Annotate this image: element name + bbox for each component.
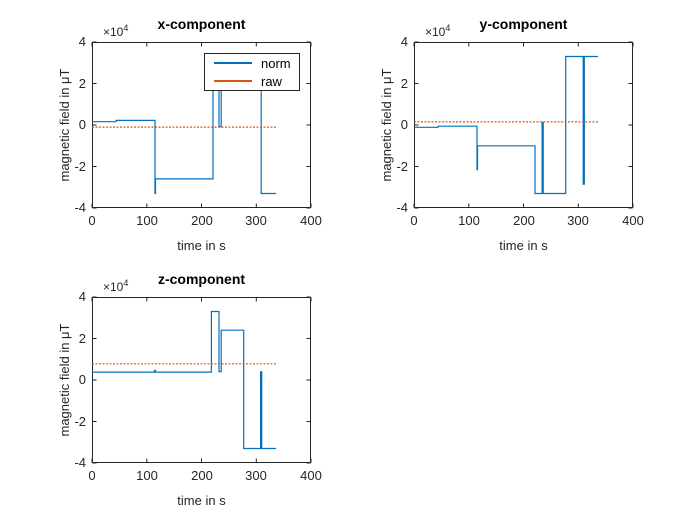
y-tick-label: -4 bbox=[396, 200, 408, 215]
y-tick-label: 2 bbox=[78, 331, 86, 346]
x-tick-label: 400 bbox=[300, 468, 322, 483]
y-tick-label: 0 bbox=[78, 117, 86, 132]
legend-entry-norm: norm bbox=[205, 54, 299, 72]
x-tick-label: 200 bbox=[191, 213, 213, 228]
x-tick-label: 100 bbox=[136, 213, 158, 228]
y-tick-label: -4 bbox=[74, 455, 86, 470]
exponent-base: ×10 bbox=[425, 25, 446, 39]
y-tick-label: 4 bbox=[78, 34, 86, 49]
legend-label-raw: raw bbox=[261, 73, 282, 89]
y-tick-label: 0 bbox=[78, 372, 86, 387]
x-tick-label: 300 bbox=[245, 468, 267, 483]
x-tick-label: 0 bbox=[88, 468, 96, 483]
x-axis-label: time in s bbox=[177, 238, 226, 253]
legend: norm raw bbox=[204, 53, 300, 91]
subplot-z-component: z-component ×104 magnetic field in μT ti… bbox=[57, 271, 322, 508]
y-tick-label: -2 bbox=[74, 159, 86, 174]
legend-label-norm: norm bbox=[261, 55, 291, 71]
y-tick-label: -4 bbox=[74, 200, 86, 215]
x-tick-label: 200 bbox=[513, 213, 535, 228]
x-tick-label: 0 bbox=[410, 213, 418, 228]
x-tick-label: 300 bbox=[567, 213, 589, 228]
x-tick-label: 200 bbox=[191, 468, 213, 483]
x-tick-label: 100 bbox=[458, 213, 480, 228]
plot-title: z-component bbox=[157, 271, 246, 287]
exponent-base: ×10 bbox=[103, 280, 124, 294]
norm-line-sample-icon bbox=[214, 62, 252, 64]
x-tick-label: 0 bbox=[88, 213, 96, 228]
subplot-x-component: x-component ×104 magnetic field in μT ti… bbox=[57, 16, 322, 253]
exponent-power: 4 bbox=[123, 278, 129, 288]
x-tick-label: 400 bbox=[622, 213, 644, 228]
x-tick-label: 400 bbox=[300, 213, 322, 228]
y-tick-label: 2 bbox=[400, 76, 408, 91]
exponent-power: 4 bbox=[445, 23, 451, 33]
y-tick-label: 4 bbox=[400, 34, 408, 49]
x-axis-label: time in s bbox=[499, 238, 548, 253]
y-tick-label: -2 bbox=[74, 414, 86, 429]
axis-exponent-label: ×104 bbox=[103, 23, 128, 39]
y-tick-label: 4 bbox=[78, 289, 86, 304]
x-axis-label: time in s bbox=[177, 493, 226, 508]
y-tick-label: 0 bbox=[400, 117, 408, 132]
axes-plot-area bbox=[413, 41, 634, 209]
x-tick-label: 300 bbox=[245, 213, 267, 228]
exponent-power: 4 bbox=[123, 23, 129, 33]
subplot-y-component: y-component ×104 magnetic field in μT ti… bbox=[379, 16, 644, 253]
plot-title: x-component bbox=[157, 16, 246, 32]
axis-exponent-label: ×104 bbox=[103, 278, 128, 294]
x-tick-label: 100 bbox=[136, 468, 158, 483]
y-tick-label: 2 bbox=[78, 76, 86, 91]
y-tick-label: -2 bbox=[396, 159, 408, 174]
axes-plot-area bbox=[91, 296, 312, 464]
plot-title: y-component bbox=[479, 16, 568, 32]
raw-line-sample-icon bbox=[214, 80, 252, 82]
axis-exponent-label: ×104 bbox=[425, 23, 450, 39]
exponent-base: ×10 bbox=[103, 25, 124, 39]
legend-entry-raw: raw bbox=[205, 72, 299, 90]
